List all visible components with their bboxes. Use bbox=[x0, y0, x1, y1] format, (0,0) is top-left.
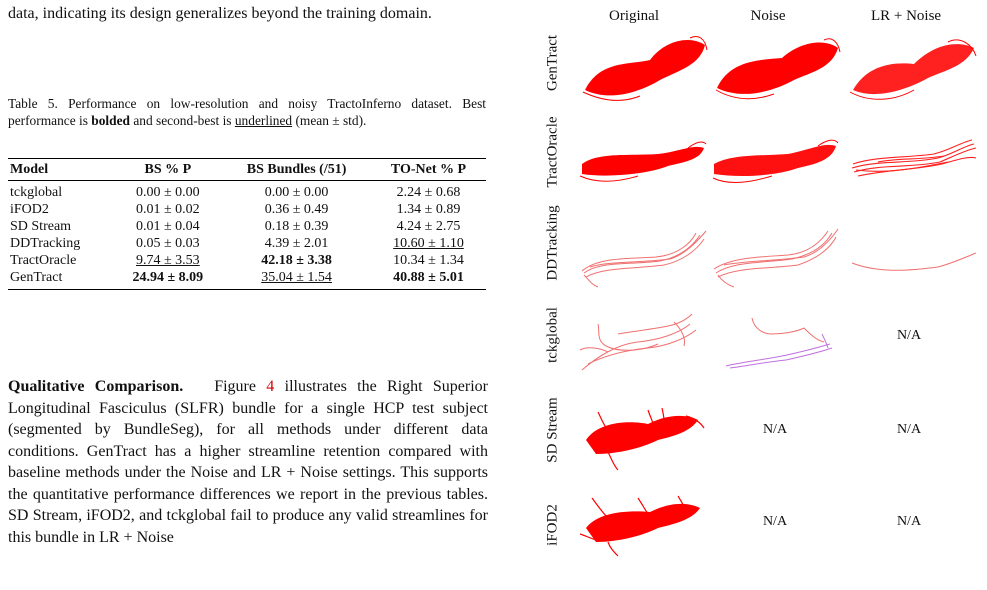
paragraph-lead: Qualitative Comparison. bbox=[8, 378, 184, 395]
caption-suffix: (mean ± std). bbox=[292, 113, 367, 128]
table-cell-second-best: 9.74 ± 3.53 bbox=[135, 253, 200, 268]
table-cell: 0.00 ± 0.00 bbox=[135, 185, 200, 200]
table-cell: 0.01 ± 0.02 bbox=[135, 202, 200, 217]
table-cell-best: 24.94 ± 8.09 bbox=[113, 269, 223, 290]
tract-gentract-lr-noise bbox=[849, 39, 977, 100]
col-header-model: Model bbox=[8, 158, 114, 181]
col-header-original: Original bbox=[609, 8, 659, 24]
table-header-row: Model BS % P BS Bundles (/51) TO-Net % P bbox=[8, 158, 486, 181]
tract-ddtracking-original bbox=[581, 230, 707, 288]
table-row: SD Stream 0.01 ± 0.04 0.18 ± 0.39 4.24 ±… bbox=[8, 218, 486, 235]
na-label-ifod2-lr-noise: N/A bbox=[896, 514, 922, 529]
table-cell-second-best: 35.04 ± 1.54 bbox=[222, 269, 371, 290]
row-label-tractoracle: TractOracle bbox=[544, 116, 561, 188]
table-cell: 0.18 ± 0.39 bbox=[264, 219, 329, 234]
table-cell: TractOracle bbox=[10, 253, 77, 268]
caption-bold-word: bolded bbox=[91, 113, 130, 128]
row-label-gentract: GenTract bbox=[544, 34, 561, 91]
tract-ddtracking-noise bbox=[713, 228, 839, 288]
table-cell-best: 40.88 ± 5.01 bbox=[370, 269, 486, 290]
table-cell: 0.05 ± 0.03 bbox=[135, 236, 200, 251]
table-cell: 4.39 ± 2.01 bbox=[264, 236, 329, 251]
na-label-tckglobal-lr-noise: N/A bbox=[896, 328, 922, 343]
tract-tractoracle-noise bbox=[712, 139, 839, 183]
table-caption: Table 5. Performance on low-resolution a… bbox=[8, 95, 486, 129]
table-cell: SD Stream bbox=[10, 219, 72, 234]
row-label-tckglobal: tckglobal bbox=[544, 307, 561, 363]
na-label-sd-stream-lr-noise: N/A bbox=[896, 422, 922, 437]
tract-tractoracle-original bbox=[579, 141, 707, 182]
col-header-tonet-p: TO-Net % P bbox=[370, 158, 486, 181]
table-cell: iFOD2 bbox=[10, 202, 49, 217]
row-label-sd-stream: SD Stream bbox=[544, 397, 561, 463]
table-cell: 0.01 ± 0.04 bbox=[135, 219, 200, 234]
tract-ifod2-original bbox=[579, 495, 700, 557]
na-label-ifod2-noise: N/A bbox=[762, 514, 788, 529]
col-header-lr-noise: LR + Noise bbox=[870, 8, 942, 24]
table-cell: 2.24 ± 0.68 bbox=[396, 185, 461, 200]
tract-ddtracking-lr-noise bbox=[851, 252, 977, 271]
paragraph-pre-ref: Figure bbox=[214, 378, 267, 395]
row-label-ifod2: iFOD2 bbox=[544, 504, 561, 546]
row-label-ddtracking: DDTracking bbox=[544, 204, 561, 281]
tract-sd-stream-original bbox=[586, 407, 705, 471]
paragraph-body: illustrates the Right Superior Longitudi… bbox=[8, 378, 489, 546]
table-row: GenTract 24.94 ± 8.09 35.04 ± 1.54 40.88… bbox=[8, 269, 486, 290]
tract-tckglobal-noise bbox=[725, 317, 833, 369]
col-header-bs-bundles: BS Bundles (/51) bbox=[222, 158, 371, 181]
table-cell: tckglobal bbox=[10, 185, 63, 200]
caption-underlined-word: underlined bbox=[234, 113, 293, 128]
tract-tckglobal-original bbox=[579, 313, 697, 371]
table-cell: 4.24 ± 2.75 bbox=[396, 219, 461, 234]
table-cell: GenTract bbox=[8, 269, 114, 290]
qualitative-paragraph: Qualitative Comparison. Figure 4 illustr… bbox=[8, 376, 488, 548]
table-cell: 10.34 ± 1.34 bbox=[393, 253, 464, 268]
table-row: iFOD2 0.01 ± 0.02 0.36 ± 0.49 1.34 ± 0.8… bbox=[8, 201, 486, 218]
tract-gentract-noise bbox=[715, 38, 841, 100]
na-label-sd-stream-noise: N/A bbox=[762, 422, 788, 437]
table-row: tckglobal 0.00 ± 0.00 0.00 ± 0.00 2.24 ±… bbox=[8, 181, 486, 202]
tract-gentract-original bbox=[582, 36, 708, 101]
col-header-noise: Noise bbox=[750, 8, 786, 24]
table-cell-best: 42.18 ± 3.38 bbox=[261, 253, 332, 268]
table-cell: 1.34 ± 0.89 bbox=[396, 202, 461, 217]
table-row: TractOracle 9.74 ± 3.53 42.18 ± 3.38 10.… bbox=[8, 252, 486, 269]
caption-prefix: Table 5. Performance on low-resolution a… bbox=[8, 96, 486, 128]
intro-paragraph: data, indicating its design generalizes … bbox=[8, 5, 432, 22]
figure-panel: Original Noise LR + Noise GenTract Tract… bbox=[520, 0, 987, 590]
table-cell-second-best: 10.60 ± 1.10 bbox=[393, 236, 464, 251]
results-table: Model BS % P BS Bundles (/51) TO-Net % P… bbox=[8, 158, 486, 290]
caption-mid: and second-best is bbox=[129, 113, 235, 128]
tract-tractoracle-lr-noise bbox=[851, 139, 977, 177]
table-row: DDTracking 0.05 ± 0.03 4.39 ± 2.01 10.60… bbox=[8, 235, 486, 252]
table-cell: 0.00 ± 0.00 bbox=[264, 185, 329, 200]
table-cell: DDTracking bbox=[10, 236, 81, 251]
col-header-bs-p: BS % P bbox=[113, 158, 223, 181]
figure-ref-link[interactable]: 4 bbox=[266, 378, 275, 395]
table-cell: 0.36 ± 0.49 bbox=[264, 202, 329, 217]
